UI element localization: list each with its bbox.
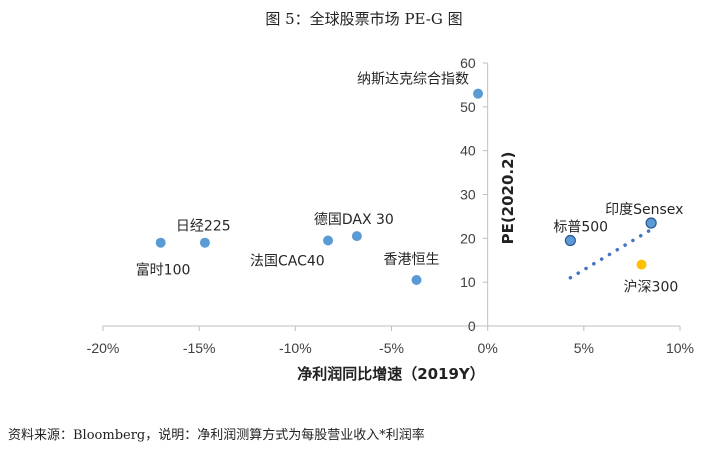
data-point: [636, 259, 647, 270]
y-tick-label: 10: [460, 274, 476, 290]
data-label: 富时100: [136, 262, 191, 279]
source-note: 资料来源：Bloomberg，说明：净利润测算方式为每股营业收入*利润率: [8, 428, 425, 443]
x-tick-label: 0%: [478, 340, 498, 356]
x-axis-title: 净利润同比增速（2019Y）: [297, 365, 485, 383]
x-tick-label: -20%: [87, 340, 120, 356]
y-tick-label: 40: [460, 143, 476, 159]
data-point: [473, 88, 484, 99]
x-tick-label: 5%: [574, 340, 594, 356]
x-tick-label: 10%: [666, 340, 694, 356]
data-point: [351, 231, 362, 242]
chart-title: 图 5：全球股票市场 PE-G 图: [265, 10, 463, 28]
data-label: 日经225: [176, 219, 231, 235]
data-point: [645, 217, 657, 229]
y-tick-label: 30: [460, 187, 476, 203]
y-tick-label: 60: [460, 55, 476, 71]
x-tick-label: -5%: [379, 340, 404, 356]
data-label: 沪深300: [624, 280, 679, 296]
y-axis-title: PE(2020.2): [499, 152, 517, 245]
data-point: [411, 274, 422, 285]
data-label: 纳斯达克综合指数: [357, 72, 469, 88]
data-point: [199, 237, 210, 248]
data-point: [155, 237, 166, 248]
data-label: 标普500: [553, 220, 608, 236]
x-tick-label: -10%: [279, 340, 312, 356]
y-tick-label: 50: [460, 99, 476, 115]
data-point: [323, 235, 334, 246]
data-label: 德国DAX 30: [314, 212, 394, 228]
y-tick-label: 20: [460, 230, 476, 246]
data-label: 法国CAC40: [250, 254, 325, 270]
data-label: 香港恒生: [384, 252, 440, 268]
data-point: [564, 234, 576, 247]
trendline: [568, 227, 653, 280]
y-tick-label: 0: [468, 318, 476, 334]
x-tick-label: -15%: [183, 340, 216, 356]
data-label: 印度Sensex: [605, 202, 683, 218]
